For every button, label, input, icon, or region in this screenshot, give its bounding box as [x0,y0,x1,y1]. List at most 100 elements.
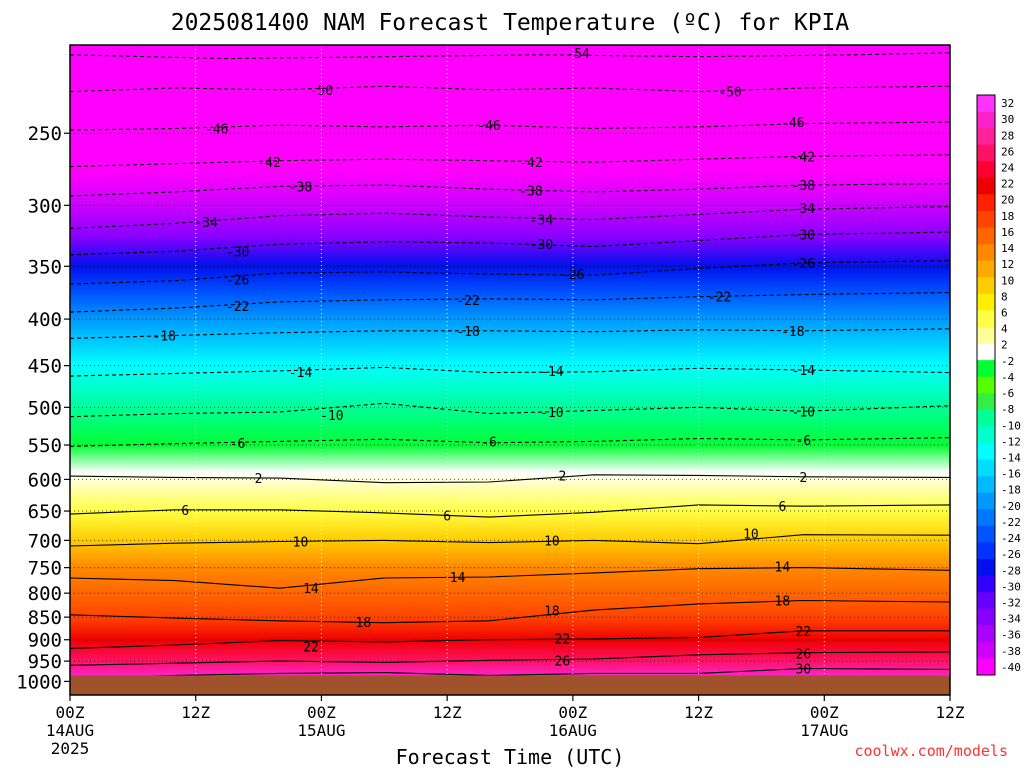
colorbar-label: -20 [1001,500,1021,513]
colorbar-label: 10 [1001,274,1014,287]
contour-label: -22 [226,300,249,315]
colorbar-swatch [977,144,995,162]
colorbar-swatch [977,227,995,245]
colorbar-swatch [977,575,995,593]
ground-surface [70,675,950,695]
x-tick-date: 15AUG [297,721,345,740]
colorbar-label: 32 [1001,97,1014,110]
colorbar-label: -28 [1001,564,1021,577]
colorbar-swatch [977,476,995,494]
y-tick-label: 250 [28,123,62,145]
contour-label: -18 [456,325,479,340]
colorbar-label: 26 [1001,145,1014,158]
colorbar-label: 28 [1001,129,1014,142]
contour-label: -30 [226,245,249,260]
y-tick-label: 1000 [16,671,62,693]
colorbar-swatch [977,161,995,179]
temperature-field [70,45,950,695]
contour-label: -46 [477,119,500,134]
colorbar-swatch [977,542,995,560]
colorbar-swatch [977,625,995,643]
colorbar-swatch [977,128,995,146]
colorbar-swatch [977,443,995,461]
contour-line-2 [70,474,950,484]
contour-label: -50 [718,86,741,101]
contour-label: -14 [289,366,313,381]
contour-line-26 [70,651,950,666]
colorbar-swatch [977,211,995,229]
y-tick-label: 700 [28,530,62,552]
contour-label: 14 [450,571,466,586]
contour-label: -46 [205,122,228,137]
y-axis: 2503003504004505005506006507007508008509… [16,123,70,693]
y-tick-label: 350 [28,256,62,278]
contour-label: -14 [540,365,564,380]
credit-text: coolwx.com/models [854,742,1008,760]
contour-label: -38 [289,180,312,195]
x-tick-label: 12Z [684,703,713,722]
contour-label: -34 [792,202,816,217]
y-tick-label: 500 [28,397,62,419]
contour-label: -42 [792,150,815,165]
colorbar-swatch [977,343,995,361]
contour-label: 6 [778,500,786,515]
y-tick-label: 400 [28,309,62,331]
colorbar-swatch [977,658,995,676]
colorbar-swatch [977,376,995,394]
x-tick-label: 12Z [181,703,210,722]
x-tick-label: 00Z [558,703,587,722]
y-tick-label: 600 [28,469,62,491]
colorbar-label: -4 [1001,371,1015,384]
chart-title: 2025081400 NAM Forecast Temperature (ºC)… [171,10,850,36]
x-tick-label: 12Z [433,703,462,722]
y-tick-label: 550 [28,435,62,457]
colorbar-swatch [977,244,995,262]
contour-line-10 [70,534,950,547]
plot-frame [69,44,951,696]
colorbar-label: 14 [1001,242,1015,255]
colorbar-label: -32 [1001,597,1021,610]
contour-label: -18 [781,325,804,340]
y-tick-label: 900 [28,630,62,652]
y-tick-label: 850 [28,607,62,629]
contour-label: 30 [796,663,812,678]
colorbar-label: -22 [1001,516,1021,529]
contour-label: 22 [303,640,319,655]
colorbar-label: -12 [1001,435,1021,448]
contour-line-6 [70,504,950,518]
colorbar-label: -36 [1001,629,1021,642]
colorbar-swatch [977,177,995,195]
colorbar-label: 2 [1001,339,1008,352]
colorbar-swatch [977,592,995,610]
contour-label: -26 [561,268,584,283]
contour-line-14 [70,567,950,589]
colorbar-label: 24 [1001,162,1015,175]
x-tick-date: 14AUG [46,721,94,740]
contour-label: 26 [555,654,571,669]
colorbar-swatch [977,194,995,212]
contour-label: 18 [356,616,372,631]
x-tick-label: 00Z [307,703,336,722]
x-tick-label: 12Z [936,703,965,722]
y-tick-label: 800 [28,583,62,605]
colorbar-swatch [977,559,995,577]
colorbar-label: -6 [1001,387,1014,400]
colorbar-label: -14 [1001,452,1021,465]
grid-lines [70,45,950,695]
colorbar-swatch [977,393,995,411]
colorbar-label: -18 [1001,484,1021,497]
colorbar-label: -8 [1001,403,1014,416]
colorbar-label: 8 [1001,290,1008,303]
contour-label: -42 [257,156,280,171]
contour-label: 10 [544,534,560,549]
colorbar-swatch [977,492,995,510]
colorbar-label: 18 [1001,210,1014,223]
contour-label: -50 [310,84,333,99]
colorbar-swatch [977,360,995,378]
colorbar-label: -26 [1001,548,1021,561]
contour-label: -10 [320,409,343,424]
contour-label: -46 [781,116,804,131]
colorbar-swatch [977,95,995,113]
contour-label: 6 [181,504,189,519]
